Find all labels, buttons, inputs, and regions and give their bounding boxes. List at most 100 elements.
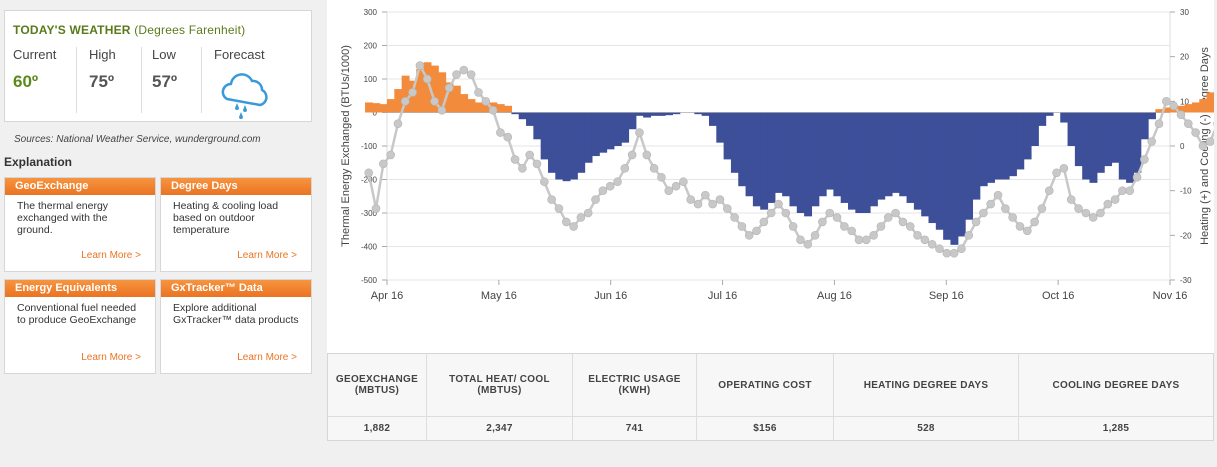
- left-tick-label: 100: [364, 75, 378, 84]
- degree-days-point: [466, 70, 476, 79]
- high-label: High: [89, 47, 116, 62]
- cooling-bar: [716, 112, 725, 143]
- degree-days-point: [701, 190, 710, 200]
- degree-days-point: [1037, 204, 1047, 213]
- learn-more-link[interactable]: Learn More >: [81, 352, 141, 363]
- low-temp-block: Low 57º: [152, 47, 177, 113]
- degree-days-point: [1176, 110, 1186, 120]
- cooling-bar: [789, 112, 798, 207]
- degree-days-point: [781, 208, 791, 218]
- degree-days-point: [679, 177, 688, 187]
- right-tick-label: -30: [1180, 276, 1192, 285]
- cooling-bar: [621, 112, 630, 143]
- degree-days-point: [664, 186, 674, 195]
- stats-table: GEOEXCHANGE (MBTUS) TOTAL HEAT/ COOL (MB…: [327, 353, 1214, 441]
- degree-days-point: [693, 199, 703, 209]
- degree-days-point: [488, 105, 498, 115]
- current-temp-block: Current 60º: [13, 47, 56, 113]
- right-tick-label: 0: [1180, 142, 1185, 151]
- x-tick-label: Apr 16: [371, 290, 403, 302]
- heating-bar: [482, 104, 491, 113]
- cooling-bar: [1104, 112, 1113, 167]
- degree-days-point: [481, 97, 491, 106]
- cooling-bar: [555, 112, 564, 180]
- degree-days-point: [854, 235, 864, 245]
- cooling-bar: [906, 112, 915, 203]
- cooling-bar: [533, 112, 542, 140]
- left-tick-label: 300: [364, 8, 378, 17]
- cooling-bar: [518, 112, 527, 120]
- cooling-bar: [965, 112, 974, 220]
- card-degree-days: Degree Days Heating & cooling load based…: [160, 177, 312, 272]
- cooling-bar: [862, 112, 871, 213]
- forecast-block: Forecast: [214, 47, 265, 113]
- heating-bar: [387, 99, 395, 113]
- heating-bar: [379, 104, 388, 113]
- cooling-bar: [665, 112, 673, 116]
- cooling-bar: [562, 112, 571, 182]
- cooling-bar: [1096, 112, 1105, 173]
- cooling-bar: [928, 112, 937, 224]
- degree-days-point: [452, 70, 461, 79]
- weather-title: TODAY'S WEATHER (Degrees Farenheit): [13, 23, 245, 37]
- degree-days-point: [459, 65, 469, 75]
- degree-days-point: [774, 199, 783, 209]
- cooling-bar: [526, 112, 534, 126]
- degree-days-point: [510, 155, 520, 164]
- cooling-bar: [708, 112, 717, 126]
- right-tick-label: -10: [1180, 187, 1192, 196]
- degree-days-point: [803, 239, 813, 249]
- card-body: Conventional fuel needed to produce GeoE…: [17, 302, 137, 326]
- heating-bar: [445, 82, 454, 113]
- degree-days-point: [1023, 226, 1032, 236]
- degree-days-point: [1096, 208, 1105, 218]
- heating-bar: [467, 99, 476, 113]
- degree-days-point: [1066, 195, 1076, 204]
- learn-more-link[interactable]: Learn More >: [237, 352, 297, 363]
- cooling-bar: [1082, 112, 1091, 180]
- cooling-bar: [745, 112, 754, 197]
- degree-days-point: [642, 150, 652, 160]
- degree-days-point: [605, 181, 615, 191]
- current-label: Current: [13, 47, 57, 62]
- degree-days-point: [935, 244, 944, 254]
- weather-panel: TODAY'S WEATHER (Degrees Farenheit) Curr…: [4, 10, 312, 122]
- cooling-bar: [804, 112, 813, 217]
- cooling-bar: [811, 112, 820, 207]
- learn-more-link[interactable]: Learn More >: [237, 250, 297, 261]
- cooling-bar: [884, 112, 893, 197]
- degree-days-point: [722, 204, 732, 213]
- degree-days-point: [993, 190, 1003, 200]
- card-body: Heating & cooling load based on outdoor …: [173, 200, 279, 236]
- heating-bar: [1184, 104, 1193, 113]
- heating-bar: [423, 62, 432, 113]
- cooling-bar: [935, 112, 944, 230]
- degree-days-point: [1074, 204, 1083, 213]
- degree-days-point: [730, 213, 739, 222]
- x-tick-label: Sep 16: [929, 290, 964, 302]
- stat-header: ELECTRIC USAGE (KWH): [572, 354, 697, 417]
- learn-more-link[interactable]: Learn More >: [81, 250, 141, 261]
- degree-days-point: [532, 159, 542, 169]
- degree-days-point: [1001, 204, 1010, 213]
- left-tick-label: -100: [361, 142, 378, 151]
- cooling-bar: [921, 112, 930, 217]
- left-tick-label: 0: [373, 109, 378, 118]
- degree-days-point: [964, 231, 974, 240]
- degree-days-point: [1191, 128, 1200, 137]
- card-title: Degree Days: [161, 178, 311, 195]
- degree-days-point: [1103, 199, 1113, 209]
- left-tick-label: -500: [361, 276, 378, 285]
- card-body: Explore additional GxTracker™ data produ…: [173, 302, 299, 326]
- degree-days-point: [503, 132, 513, 142]
- degree-days-point: [1169, 101, 1178, 111]
- degree-days-point: [620, 164, 630, 173]
- x-tick-label: Jun 16: [594, 290, 627, 302]
- degree-days-point: [613, 177, 622, 187]
- degree-days-point: [825, 208, 835, 218]
- left-tick-label: -300: [361, 209, 378, 218]
- degree-days-point: [752, 226, 761, 236]
- degree-days-point: [869, 231, 878, 240]
- x-tick-label: Oct 16: [1042, 290, 1074, 302]
- card-geoexchange: GeoExchange The thermal energy exchanged…: [4, 177, 156, 272]
